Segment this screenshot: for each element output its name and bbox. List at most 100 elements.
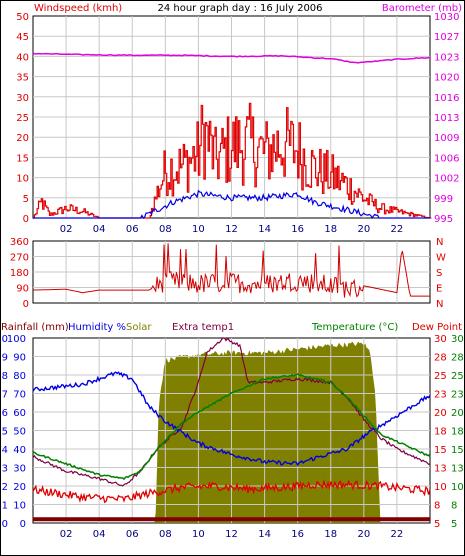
rain-y-tick: 9 [2,353,8,364]
temp-y-tick: 5 [451,519,457,530]
rain-y-tick: 2 [2,482,8,493]
temp-y-tick: 13 [451,464,464,475]
baro-y-tick: 999 [434,194,453,205]
rain-axis-label: Rainfall (mm) [1,322,69,333]
temp-axis-label: Temperature (°C) [311,322,398,333]
dewpoint-axis-label: Dew Point [412,322,462,333]
baro-axis-label: Barometer (mb) [382,3,462,14]
extra-y-tick: 10 [434,482,447,493]
temp-x-tick: 16 [291,529,304,540]
extra-y-tick: 5 [434,519,440,530]
humidity-series-line [32,371,431,467]
direction-y-tick: 90 [16,284,29,295]
rain-y-tick: 10 [0,334,8,345]
rain-y-tick: 7 [2,390,8,401]
extra-y-tick: 13 [434,464,447,475]
extra-temp-series-line [32,337,431,487]
extra-y-tick: 25 [434,371,447,382]
wind-y-tick: 50 [16,12,29,23]
wind-y-tick: 35 [16,73,29,84]
rain-y-tick: 3 [2,464,8,475]
extra-temp-label: Extra temp1 [172,322,234,333]
temp-y-tick: 28 [451,353,464,364]
rain-y-tick: 0 [2,519,8,530]
baro-y-tick: 1020 [434,73,459,84]
dewpoint-series-line [32,478,431,504]
direction-y-tick: 180 [10,268,29,279]
baro-y-tick: 1016 [434,93,459,104]
extra-y-tick: 28 [434,353,447,364]
baro-y-tick: 995 [434,214,453,225]
wind-y-tick: 45 [16,32,29,43]
humidity-y-tick: 50 [13,427,26,438]
extra-y-tick: 30 [434,334,447,345]
wind-y-tick: 30 [16,93,29,104]
humidity-y-tick: 0 [20,519,26,530]
compass-y-tick: N [436,299,443,310]
temp-x-tick: 10 [192,529,205,540]
baro-y-tick: 1013 [434,113,459,124]
wind-x-tick: 16 [291,224,304,235]
temp-y-tick: 18 [451,427,464,438]
temp-x-tick: 02 [60,529,73,540]
temp-y-tick: 23 [451,390,464,401]
humidity-y-tick: 100 [7,334,26,345]
direction-y-tick: 360 [10,237,29,248]
extra-y-tick: 15 [434,445,447,456]
temp-x-tick: 22 [391,529,404,540]
temp-y-tick: 8 [451,501,457,512]
temp-y-tick: 20 [451,408,464,419]
wind-y-tick: 25 [16,113,29,124]
baro-y-tick: 1002 [434,174,459,185]
temp-y-tick: 30 [451,334,464,345]
humidity-y-tick: 90 [13,353,26,364]
humidity-y-tick: 70 [13,390,26,401]
wind-x-tick: 20 [357,224,370,235]
compass-y-tick: W [436,253,446,264]
humidity-y-tick: 80 [13,371,26,382]
baro-y-tick: 1009 [434,133,459,144]
wind-y-tick: 15 [16,153,29,164]
compass-y-tick: S [436,268,442,279]
graph-title: 24 hour graph day : 16 July 2006 [157,3,322,14]
humidity-y-tick: 40 [13,445,26,456]
temp-x-tick: 20 [357,529,370,540]
baro-y-tick: 1023 [434,52,459,63]
temp-x-tick: 12 [225,529,238,540]
rain-y-tick: 6 [2,408,8,419]
humidity-y-tick: 10 [13,501,26,512]
baro-y-tick: 1027 [434,32,459,43]
wind-x-tick: 18 [324,224,337,235]
temp-y-tick: 15 [451,445,464,456]
gust-series-line [33,102,432,219]
wind-x-tick: 04 [93,224,106,235]
extra-y-tick: 18 [434,427,447,438]
temp-x-tick: 14 [258,529,271,540]
rain-series-bar [33,517,430,522]
solar-axis-label: Solar [126,322,152,333]
temp-x-tick: 08 [159,529,172,540]
humidity-y-tick: 30 [13,464,26,475]
baro-y-tick: 1030 [434,12,459,23]
direction-y-tick: 0 [23,299,29,310]
wind-x-tick: 08 [159,224,172,235]
temp-x-tick: 18 [324,529,337,540]
temp-x-tick: 06 [126,529,139,540]
baro-y-tick: 1006 [434,153,459,164]
extra-y-tick: 20 [434,408,447,419]
rain-y-tick: 4 [2,445,8,456]
wind-x-tick: 02 [60,224,73,235]
avg-wind-series-line [33,189,430,220]
wind-y-tick: 40 [16,52,29,63]
temperature-series-line [32,373,431,481]
compass-y-tick: E [436,284,442,295]
humidity-y-tick: 60 [13,408,26,419]
temp-y-tick: 25 [451,371,464,382]
extra-y-tick: 8 [434,501,440,512]
wind-y-tick: 10 [16,174,29,185]
wind-axis-label: Windspeed (kmh) [34,3,122,14]
humidity-y-tick: 20 [13,482,26,493]
temp-y-tick: 10 [451,482,464,493]
